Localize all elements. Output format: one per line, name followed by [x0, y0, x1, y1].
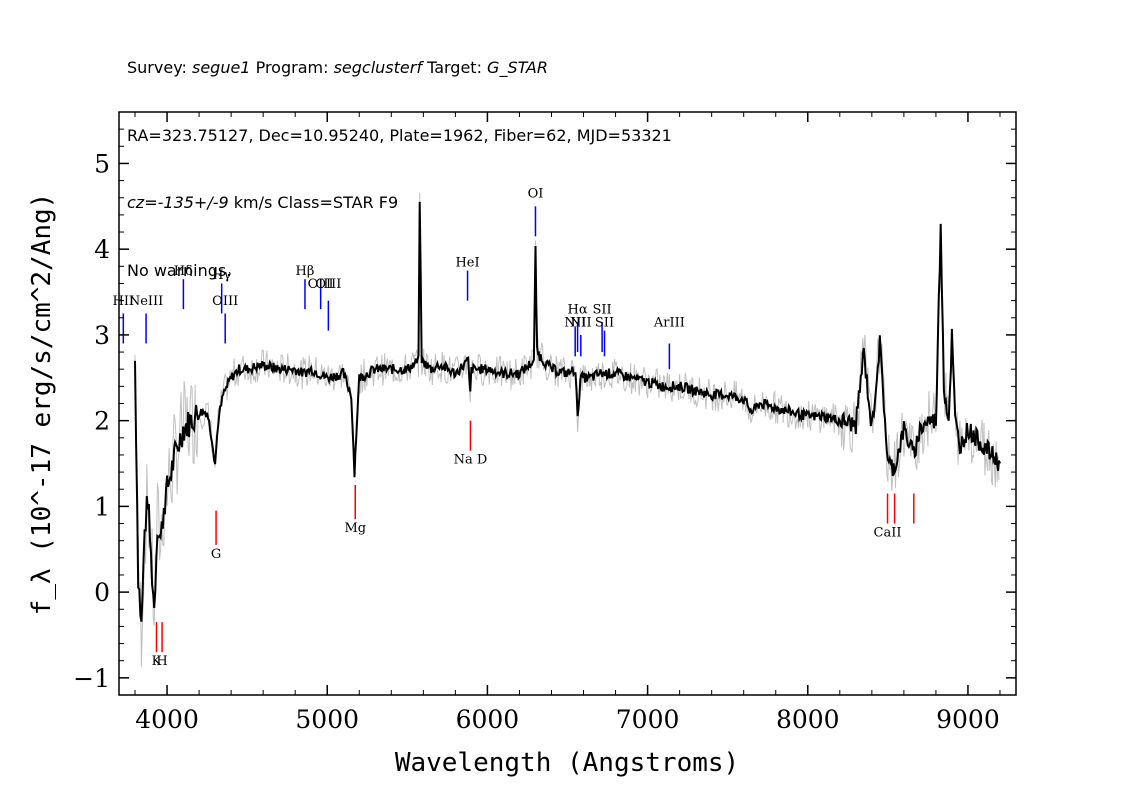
plot-frame	[118, 111, 1017, 696]
emission-line-label-6: OIII	[308, 277, 334, 292]
y-tick-label: 2	[94, 407, 110, 436]
absorption-line-label-0: K	[152, 654, 162, 669]
program-value: segclusterf	[333, 58, 422, 77]
absorption-line-label-2: G	[211, 547, 221, 562]
x-tick-label: 8000	[776, 705, 840, 734]
absorption-line-label-1: H	[156, 654, 167, 669]
x-tick-label: 7000	[616, 705, 680, 734]
x-tick-label: 6000	[456, 705, 520, 734]
header-line-2: RA=323.75127, Dec=10.95240, Plate=1962, …	[127, 125, 672, 145]
spectrum-header: Survey: segue1 Program: segclusterf Targ…	[127, 12, 672, 305]
cz-label: cz=	[127, 193, 158, 212]
target-value: G_STAR	[487, 58, 548, 77]
emission-line-label-2: Hδ	[174, 264, 193, 279]
error-spectrum-path	[134, 193, 1000, 668]
header-line-4: No warnings.	[127, 260, 232, 280]
emission-line-label-15: ArIII	[653, 315, 685, 330]
emission-line-label-0: HII	[113, 294, 135, 309]
emission-line-label-11: Hα	[568, 302, 588, 317]
emission-line-label-14: SII	[595, 315, 614, 330]
x-axis-title: Wavelength (Angstroms)	[395, 748, 739, 778]
target-label: Target:	[427, 58, 482, 77]
absorption-line-label-4: Na D	[454, 453, 488, 468]
emission-line-label-3: Hγ	[212, 268, 231, 283]
emission-line-label-8: HeI	[455, 255, 479, 270]
program-label: Program:	[255, 58, 329, 77]
x-tick-label: 4000	[135, 705, 199, 734]
y-tick-label: 0	[94, 578, 110, 607]
axis-ticks: 4000 5000 6000 7000 8000 9000 −1 0 1 2 3 4 5	[73, 112, 1016, 734]
survey-value: segue1	[191, 58, 251, 77]
header-line-3: cz=-135+/-9 km/s Class=STAR F9	[127, 192, 672, 215]
y-tick-label: 1	[94, 492, 110, 521]
y-tick-label: −1	[73, 664, 110, 693]
y-tick-label: 4	[94, 235, 110, 264]
header-line-1: Survey: segue1 Program: segclusterf Targ…	[127, 57, 672, 80]
survey-label: Survey:	[127, 58, 187, 77]
absorption-line-label-5: CaII	[874, 525, 902, 540]
cz-value: -135+/-9	[157, 193, 229, 212]
class-text: km/s Class=STAR F9	[228, 193, 399, 212]
emission-line-label-10: NII	[564, 315, 586, 330]
emission-line-label-5: Hβ	[296, 264, 315, 279]
emission-line-label-13: SII	[593, 302, 612, 317]
flux-spectrum-path	[134, 201, 1001, 622]
x-tick-label: 9000	[936, 705, 1000, 734]
y-axis-title: f_λ (10^-17 erg/s/cm^2/Ang)	[27, 193, 57, 616]
emission-line-label-9: OI	[528, 187, 544, 202]
emission-line-label-1: NeIII	[129, 294, 163, 309]
y-tick-label: 5	[94, 149, 110, 178]
error-band	[134, 193, 1000, 668]
y-tick-label: 3	[94, 321, 110, 350]
x-tick-label: 5000	[295, 705, 359, 734]
spectrum-line	[134, 201, 1001, 622]
absorption-line-label-3: Mg	[344, 521, 366, 536]
emission-line-label-12: NII	[570, 315, 592, 330]
emission-line-label-7: OIII	[315, 277, 341, 292]
emission-line-label-4: OIII	[212, 294, 238, 309]
